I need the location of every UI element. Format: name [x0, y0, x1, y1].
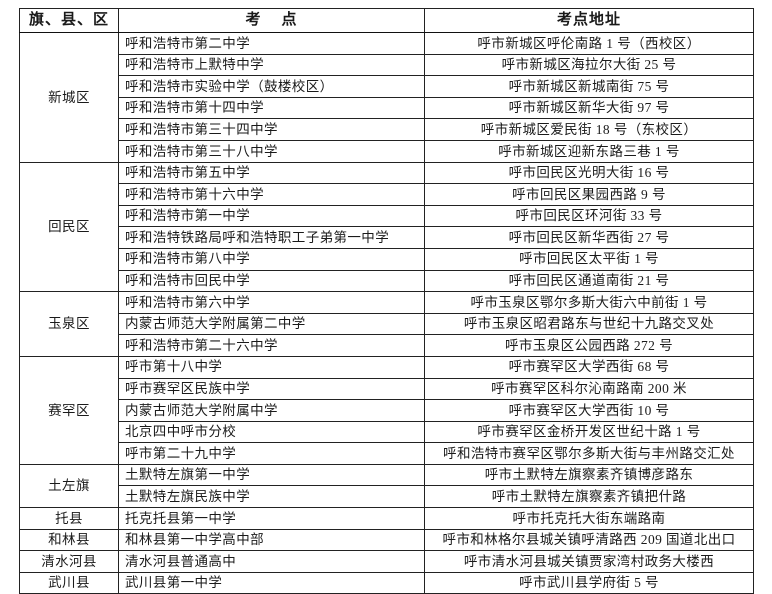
exam-address-cell: 呼市武川县学府街 5 号: [424, 571, 754, 594]
exam-address-cell: 呼市新城区迎新东路三巷 1 号: [424, 139, 754, 163]
exam-site-cell: 和林县第一中学高中部: [118, 528, 425, 552]
exam-address-cell: 呼市赛罕区科尔沁南路南 200 米: [424, 377, 754, 401]
table-row: 呼和浩特市第二十六中学 呼市玉泉区公园西路 272 号: [20, 334, 754, 357]
table-row: 呼和浩特市第三十八中学 呼市新城区迎新东路三巷 1 号: [20, 139, 754, 163]
exam-address-cell: 呼市玉泉区鄂尔多斯大街六中前街 1 号: [424, 291, 754, 314]
district-cell: 回民区: [19, 161, 119, 293]
table-row: 新城区 呼和浩特市第二中学 呼市新城区呼伦南路 1 号（西校区）: [19, 32, 754, 163]
exam-address-cell: 呼市和林格尔县城关镇呼清路西 209 国道北出口: [424, 528, 754, 552]
exam-site-cell: 土默特左旗民族中学: [118, 485, 425, 509]
exam-site-cell: 内蒙古师范大学附属中学: [118, 399, 425, 422]
district-cell: 赛罕区: [19, 355, 119, 465]
table-row: 内蒙古师范大学附属第二中学 呼市玉泉区昭君路东与世纪十九路交叉处: [20, 312, 754, 336]
exam-address-cell: 呼市回民区太平街 1 号: [424, 247, 754, 271]
table-body: 新城区 呼和浩特市第二中学 呼市新城区呼伦南路 1 号（西校区） 呼和浩特市上默特中学…: [19, 32, 754, 594]
exam-site-cell: 北京四中呼市分校: [118, 420, 425, 444]
exam-address-cell: 呼市新城区爱民街 18 号（东校区）: [424, 118, 754, 141]
exam-site-cell: 呼和浩特市第十六中学: [118, 183, 425, 206]
exam-site-cell: 呼和浩特市第二中学: [118, 32, 425, 55]
exam-address-cell: 呼市赛罕区大学西街 10 号: [424, 399, 754, 422]
column-header-address: 考点地址: [424, 8, 754, 33]
district-cell: 和林县: [19, 528, 119, 552]
exam-site-cell: 呼和浩特市第二十六中学: [118, 334, 425, 357]
exam-address-cell: 呼和浩特市赛罕区鄂尔多斯大街与丰州路交汇处: [424, 442, 754, 465]
exam-site-cell: 呼和浩特市实验中学（鼓楼校区）: [118, 75, 425, 98]
exam-site-cell: 呼和浩特市第三十四中学: [118, 118, 425, 141]
table-row: 土默特左旗民族中学 呼市土默特左旗察素齐镇把什路: [20, 485, 754, 509]
exam-address-cell: 呼市回民区果园西路 9 号: [424, 183, 754, 206]
district-cell: 土左旗: [19, 463, 119, 509]
table-row: 呼和浩特市第八中学 呼市回民区太平街 1 号: [20, 247, 754, 271]
exam-address-cell: 呼市土默特左旗察素齐镇博彦路东: [424, 463, 754, 487]
exam-site-cell: 呼和浩特市第一中学: [118, 204, 425, 228]
table-row: 呼和浩特市回民中学 呼市回民区通道南街 21 号: [20, 269, 754, 293]
exam-site-cell: 呼和浩特市第八中学: [118, 247, 425, 271]
exam-address-cell: 呼市赛罕区金桥开发区世纪十路 1 号: [424, 420, 754, 444]
district-cell: 托县: [19, 507, 119, 530]
table-row: 清水河县 清水河县普通高中 呼市清水河县城关镇贾家湾村政务大楼西: [19, 550, 754, 573]
district-cell: 清水河县: [19, 550, 119, 573]
exam-address-cell: 呼市玉泉区昭君路东与世纪十九路交叉处: [424, 312, 754, 336]
exam-site-cell: 呼和浩特铁路局呼和浩特职工子弟第一中学: [118, 226, 425, 249]
table-row: 和林县 和林县第一中学高中部 呼市和林格尔县城关镇呼清路西 209 国道北出口: [19, 528, 754, 552]
exam-site-cell: 呼和浩特市上默特中学: [118, 53, 425, 77]
exam-site-cell: 呼和浩特市第三十八中学: [118, 139, 425, 163]
exam-address-cell: 呼市新城区新城南街 75 号: [424, 75, 754, 98]
column-header-district: 旗、县、区: [19, 8, 119, 33]
exam-address-cell: 呼市土默特左旗察素齐镇把什路: [424, 485, 754, 509]
exam-site-cell: 呼和浩特市第十四中学: [118, 96, 425, 120]
table-row: 土左旗 土默特左旗第一中学 呼市土默特左旗察素齐镇博彦路东: [19, 463, 754, 509]
table-row: 呼和浩特铁路局呼和浩特职工子弟第一中学 呼市回民区新华西街 27 号: [20, 226, 754, 249]
exam-address-cell: 呼市新城区呼伦南路 1 号（西校区）: [424, 32, 754, 55]
exam-address-cell: 呼市新城区海拉尔大街 25 号: [424, 53, 754, 77]
exam-site-cell: 清水河县普通高中: [118, 550, 425, 573]
exam-site-cell: 呼市赛罕区民族中学: [118, 377, 425, 401]
exam-site-cell: 托克托县第一中学: [118, 507, 425, 530]
exam-address-cell: 呼市回民区新华西街 27 号: [424, 226, 754, 249]
table-row: 武川县 武川县第一中学 呼市武川县学府街 5 号: [19, 571, 754, 594]
table-row: 呼和浩特市第十六中学 呼市回民区果园西路 9 号: [20, 183, 754, 206]
column-header-site-left: 考: [245, 11, 262, 28]
table-row: 呼和浩特市第十四中学 呼市新城区新华大街 97 号: [20, 96, 754, 120]
table-row: 玉泉区 呼和浩特市第六中学 呼市玉泉区鄂尔多斯大街六中前街 1 号: [19, 291, 754, 357]
table-row: 赛罕区 呼市第十八中学 呼市赛罕区大学西街 68 号: [19, 355, 754, 465]
table-row: 内蒙古师范大学附属中学 呼市赛罕区大学西街 10 号: [20, 399, 754, 422]
exam-address-cell: 呼市托克托大街东端路南: [424, 507, 754, 530]
table-row: 北京四中呼市分校 呼市赛罕区金桥开发区世纪十路 1 号: [20, 420, 754, 444]
district-cell: 新城区: [19, 32, 119, 163]
exam-site-cell: 土默特左旗第一中学: [118, 463, 425, 487]
table-header: 旗、县、区 考点 考点地址: [19, 8, 754, 33]
table-row: 呼和浩特市实验中学（鼓楼校区） 呼市新城区新城南街 75 号: [20, 75, 754, 98]
exam-address-cell: 呼市赛罕区大学西街 68 号: [424, 355, 754, 379]
exam-site-cell: 呼市第二十九中学: [118, 442, 425, 465]
table-row: 呼市第二十九中学 呼和浩特市赛罕区鄂尔多斯大街与丰州路交汇处: [20, 442, 754, 465]
table-row: 托县 托克托县第一中学 呼市托克托大街东端路南: [19, 507, 754, 530]
column-header-site-right: 点: [281, 11, 298, 28]
district-cell: 玉泉区: [19, 291, 119, 357]
table-row: 呼和浩特市上默特中学 呼市新城区海拉尔大街 25 号: [20, 53, 754, 77]
exam-address-cell: 呼市清水河县城关镇贾家湾村政务大楼西: [424, 550, 754, 573]
exam-address-cell: 呼市回民区环河街 33 号: [424, 204, 754, 228]
exam-site-cell: 呼和浩特市第五中学: [118, 161, 425, 185]
district-cell: 武川县: [19, 571, 119, 594]
table-row: 呼和浩特市第一中学 呼市回民区环河街 33 号: [20, 204, 754, 228]
table-row: 回民区 呼和浩特市第五中学 呼市回民区光明大街 16 号: [19, 161, 754, 293]
exam-address-cell: 呼市回民区光明大街 16 号: [424, 161, 754, 185]
column-header-site: 考点: [118, 8, 425, 33]
exam-site-cell: 内蒙古师范大学附属第二中学: [118, 312, 425, 336]
exam-site-cell: 呼和浩特市回民中学: [118, 269, 425, 293]
exam-site-cell: 呼市第十八中学: [118, 355, 425, 379]
header-row: 旗、县、区 考点 考点地址: [19, 8, 754, 33]
exam-site-cell: 武川县第一中学: [118, 571, 425, 594]
exam-site-cell: 呼和浩特市第六中学: [118, 291, 425, 314]
exam-address-cell: 呼市新城区新华大街 97 号: [424, 96, 754, 120]
exam-address-cell: 呼市玉泉区公园西路 272 号: [424, 334, 754, 357]
exam-site-table: 旗、县、区 考点 考点地址 新城区 呼和浩特市第二中学 呼市新城区呼伦南路 1 号（…: [19, 8, 754, 594]
table-row: 呼市赛罕区民族中学 呼市赛罕区科尔沁南路南 200 米: [20, 377, 754, 401]
exam-address-cell: 呼市回民区通道南街 21 号: [424, 269, 754, 293]
table-row: 呼和浩特市第三十四中学 呼市新城区爱民街 18 号（东校区）: [20, 118, 754, 141]
